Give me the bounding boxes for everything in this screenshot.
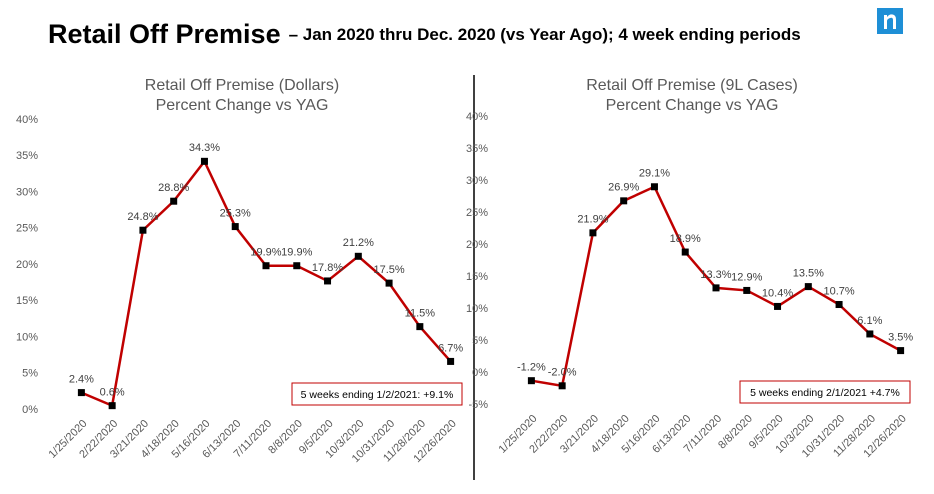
page-subtitle: – Jan 2020 thru Dec. 2020 (vs Year Ago);… bbox=[289, 25, 801, 44]
data-label: 6.1% bbox=[857, 315, 882, 327]
y-tick-label: 30% bbox=[16, 186, 38, 198]
data-point bbox=[743, 286, 751, 294]
logo-glyph bbox=[884, 14, 896, 29]
data-label: 0.6% bbox=[100, 387, 125, 399]
data-point bbox=[897, 347, 905, 355]
data-point bbox=[447, 357, 455, 365]
annotation-box bbox=[739, 380, 911, 404]
data-point bbox=[324, 277, 332, 285]
data-label: -1.2% bbox=[517, 362, 546, 374]
data-point bbox=[620, 197, 628, 205]
data-label: 3.5% bbox=[888, 332, 913, 344]
data-point bbox=[712, 284, 720, 292]
data-label: 28.8% bbox=[158, 182, 189, 194]
data-label: 17.8% bbox=[312, 262, 343, 274]
data-point bbox=[200, 157, 208, 165]
y-tick-label: 40% bbox=[466, 111, 488, 123]
data-point bbox=[650, 183, 658, 191]
y-tick-label: 35% bbox=[16, 150, 38, 162]
series-line bbox=[80, 158, 452, 408]
chart-title: Retail Off Premise (Dollars) bbox=[145, 77, 339, 94]
y-tick-label: 20% bbox=[466, 239, 488, 251]
data-point bbox=[866, 330, 874, 338]
data-point bbox=[589, 229, 597, 237]
y-tick-label: 5% bbox=[22, 368, 38, 380]
logo bbox=[877, 8, 903, 34]
y-tick-label: -5% bbox=[468, 399, 488, 411]
data-label: 13.5% bbox=[793, 268, 824, 280]
y-tick-label: 40% bbox=[16, 114, 38, 126]
annotation: 5 weeks ending 2/1/2021 +4.7% bbox=[750, 387, 900, 399]
y-tick-label: 5% bbox=[472, 335, 488, 347]
data-label: 10.7% bbox=[823, 285, 854, 297]
data-label: 13.3% bbox=[700, 269, 731, 281]
data-label: 24.8% bbox=[127, 211, 158, 223]
chart-title: Retail Off Premise (9L Cases) bbox=[586, 77, 798, 94]
data-label: 19.9% bbox=[281, 247, 312, 259]
y-tick-label: 0% bbox=[472, 367, 488, 379]
data-label: 10.4% bbox=[762, 287, 793, 299]
page-title-main: Retail Off Premise bbox=[48, 19, 281, 49]
data-label: 25.3% bbox=[220, 207, 251, 219]
data-point bbox=[681, 248, 689, 256]
chart-subtitle: Percent Change vs YAG bbox=[156, 97, 329, 114]
data-point bbox=[527, 377, 535, 385]
data-label: 34.3% bbox=[189, 142, 220, 154]
data-label: 21.2% bbox=[343, 237, 374, 249]
data-label: 11.5% bbox=[405, 308, 436, 320]
y-tick-label: 25% bbox=[16, 223, 38, 235]
data-point bbox=[108, 402, 116, 410]
data-label: 6.7% bbox=[438, 342, 463, 354]
y-tick-label: 30% bbox=[466, 175, 488, 187]
chart-subtitle: Percent Change vs YAG bbox=[606, 97, 779, 114]
data-label: 2.4% bbox=[69, 374, 94, 386]
data-label: 12.9% bbox=[731, 271, 762, 283]
data-label: 26.9% bbox=[608, 182, 639, 194]
data-point bbox=[774, 302, 782, 310]
y-tick-label: 10% bbox=[466, 303, 488, 315]
data-point bbox=[139, 226, 147, 234]
data-label: 21.9% bbox=[577, 214, 608, 226]
data-point bbox=[231, 223, 239, 231]
y-tick-label: 35% bbox=[466, 143, 488, 155]
data-point bbox=[77, 389, 85, 397]
y-tick-label: 0% bbox=[22, 404, 38, 416]
data-point bbox=[835, 301, 843, 309]
data-label: 17.5% bbox=[373, 264, 404, 276]
data-point bbox=[354, 252, 362, 260]
annotation: 5 weeks ending 1/2/2021: +9.1% bbox=[301, 389, 454, 401]
data-point bbox=[170, 197, 178, 205]
y-tick-label: 15% bbox=[466, 271, 488, 283]
page-title: Retail Off Premise – Jan 2020 thru Dec. 2… bbox=[48, 19, 801, 49]
y-tick-label: 25% bbox=[466, 207, 488, 219]
y-tick-label: 15% bbox=[16, 295, 38, 307]
data-point bbox=[385, 279, 393, 287]
y-tick-label: 20% bbox=[16, 259, 38, 271]
data-point bbox=[416, 323, 424, 331]
data-label: -2.0% bbox=[548, 367, 577, 379]
data-label: 18.9% bbox=[670, 233, 701, 245]
data-point bbox=[293, 262, 301, 270]
data-point bbox=[804, 283, 812, 291]
data-label: 29.1% bbox=[639, 168, 670, 180]
annotation-box bbox=[291, 382, 463, 406]
data-label: 19.9% bbox=[250, 247, 281, 259]
data-point bbox=[262, 262, 270, 270]
data-point bbox=[558, 382, 566, 390]
y-tick-label: 10% bbox=[16, 331, 38, 343]
